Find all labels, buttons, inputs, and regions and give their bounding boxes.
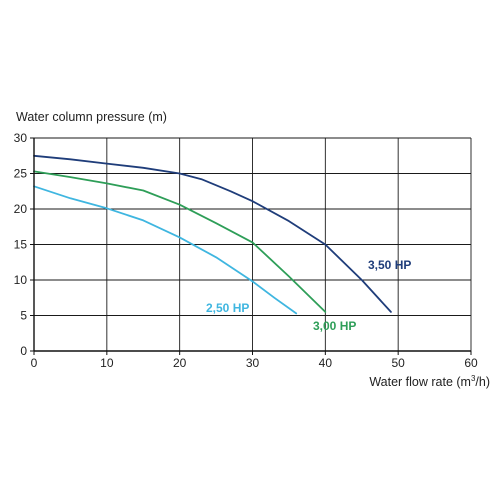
x-axis-title: Water flow rate (m3/h) bbox=[369, 374, 490, 389]
x-tick-label: 50 bbox=[391, 356, 405, 370]
series-line bbox=[33, 185, 298, 315]
series-label: 2,50 HP bbox=[206, 301, 249, 315]
y-tick-label: 10 bbox=[14, 273, 28, 287]
series-line bbox=[33, 154, 392, 313]
x-axis-title-main: Water flow rate (m bbox=[369, 375, 471, 389]
x-tick-label: 60 bbox=[464, 356, 478, 370]
series-line bbox=[33, 170, 327, 313]
x-tick-label: 10 bbox=[100, 356, 114, 370]
y-tick-label: 15 bbox=[14, 238, 28, 252]
x-tick-label: 0 bbox=[31, 356, 38, 370]
y-tick-label: 20 bbox=[14, 202, 28, 216]
x-tick-label: 40 bbox=[319, 356, 333, 370]
series-lines bbox=[33, 154, 392, 315]
y-tick-label: 25 bbox=[14, 167, 28, 181]
x-axis-title-tail: /h) bbox=[475, 375, 490, 389]
y-axis-title: Water column pressure (m) bbox=[16, 110, 167, 124]
y-tick-label: 0 bbox=[20, 344, 27, 358]
x-tick-label: 30 bbox=[246, 356, 260, 370]
series-labels: 3,50 HP 3,00 HP 2,50 HP bbox=[206, 258, 411, 333]
tick-labels: 0 10 20 30 40 50 60 0 5 10 15 20 25 30 bbox=[14, 131, 478, 370]
y-tick-label: 30 bbox=[14, 131, 28, 145]
series-label: 3,50 HP bbox=[368, 258, 411, 272]
series-label: 3,00 HP bbox=[313, 319, 356, 333]
x-axis-title-superscript: 3 bbox=[471, 374, 476, 383]
y-tick-label: 5 bbox=[20, 309, 27, 323]
grid bbox=[34, 137, 472, 351]
x-tick-label: 20 bbox=[173, 356, 187, 370]
